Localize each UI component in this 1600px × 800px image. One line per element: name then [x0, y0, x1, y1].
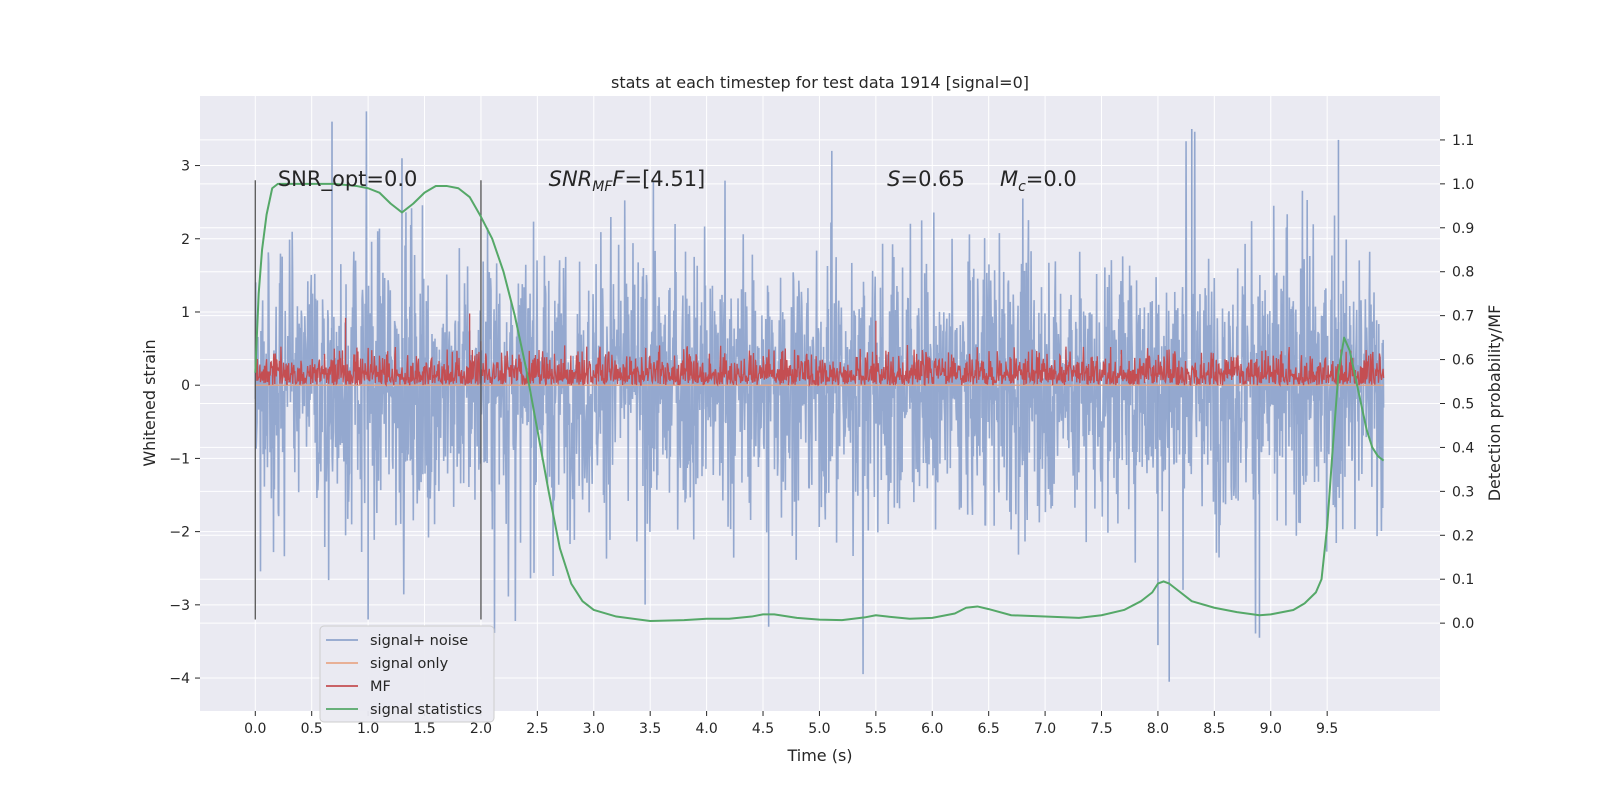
y-tick-label: −1 — [169, 451, 190, 467]
legend-label: MF — [370, 679, 391, 695]
signal-noise-peaks — [331, 121, 1340, 682]
x-tick-label: 7.5 — [1090, 721, 1112, 737]
signal-window-markers — [254, 180, 482, 620]
y-tick-label: 0 — [181, 378, 190, 394]
y2-tick-label: 0.1 — [1452, 572, 1474, 588]
y-tick-label: 2 — [181, 232, 190, 248]
chart-title: stats at each timestep for test data 191… — [611, 73, 1029, 92]
y-tick-label: 1 — [181, 305, 190, 321]
y2-tick-label: 1.1 — [1452, 133, 1474, 149]
y2-tick-label: 0.7 — [1452, 309, 1474, 325]
legend: signal+ noise signal only MF signal statist… — [319, 625, 495, 723]
mf-line — [254, 344, 1385, 387]
y-tick-label: −4 — [169, 671, 190, 687]
x-tick-label: 6.5 — [978, 721, 1000, 737]
y-tick-label: −3 — [169, 598, 190, 614]
y-tick-label: −2 — [169, 525, 190, 541]
x-tick-label: 0.0 — [244, 721, 266, 737]
x-axis-label: Time (s) — [786, 746, 852, 765]
y2-tick-label: 0.5 — [1452, 397, 1474, 413]
annotation-text: SNR_opt=0.0 — [278, 167, 418, 192]
x-tick-label: 1.5 — [413, 721, 435, 737]
signal-statistics-line — [254, 182, 1385, 622]
legend-label: signal statistics — [370, 702, 482, 718]
x-tick-label: 3.5 — [639, 721, 661, 737]
x-tick-label: 2.0 — [470, 721, 492, 737]
mf-peaks — [344, 313, 877, 378]
legend-label: signal only — [370, 656, 449, 672]
x-tick-label: 4.0 — [695, 721, 717, 737]
y2-tick-label: 0.3 — [1452, 484, 1474, 500]
mf-series — [254, 313, 1385, 387]
y2-tick-label: 0.8 — [1452, 265, 1474, 281]
y2-axis-label: Detection probability/MF — [1485, 305, 1504, 502]
annotation-text: SNRMFF=[4.51] — [549, 167, 706, 195]
y2-tick-label: 0.6 — [1452, 353, 1474, 369]
x-tick-label: 6.0 — [921, 721, 943, 737]
x-tick-label: 9.5 — [1316, 721, 1338, 737]
x-tick-label: 4.5 — [752, 721, 774, 737]
axis-ticks: 0.0 0.5 1.0 1.5 2.0 2.5 3.0 3.5 4.0 4.5 5.0 5.5 6.0 6… — [169, 133, 1474, 737]
x-tick-label: 0.5 — [301, 721, 323, 737]
x-tick-label: 3.0 — [583, 721, 605, 737]
x-tick-label: 8.0 — [1147, 721, 1169, 737]
y2-tick-label: 0.0 — [1452, 616, 1474, 632]
annotations: SNR_opt=0.0 SNRMFF=[4.51] S=0.65 Mc=0.0 — [278, 167, 1077, 195]
y2-tick-label: 0.9 — [1452, 221, 1474, 237]
x-tick-label: 5.5 — [865, 721, 887, 737]
legend-box — [319, 625, 495, 723]
y2-tick-label: 0.4 — [1452, 440, 1474, 456]
x-tick-label: 2.5 — [526, 721, 548, 737]
x-tick-label: 1.0 — [357, 721, 379, 737]
y-tick-label: 3 — [181, 159, 190, 175]
x-tick-label: 8.5 — [1203, 721, 1225, 737]
signal-statistics-series — [254, 182, 1385, 622]
annotation-text: S=0.65 — [887, 167, 965, 191]
annotation-text: Mc=0.0 — [1000, 167, 1077, 195]
y-axis-label: Whitened strain — [140, 339, 159, 466]
x-tick-label: 7.0 — [1034, 721, 1056, 737]
x-tick-label: 5.0 — [808, 721, 830, 737]
y2-tick-label: 1.0 — [1452, 177, 1474, 193]
y2-tick-label: 0.2 — [1452, 528, 1474, 544]
x-tick-label: 9.0 — [1260, 721, 1282, 737]
legend-label: signal+ noise — [370, 633, 468, 649]
